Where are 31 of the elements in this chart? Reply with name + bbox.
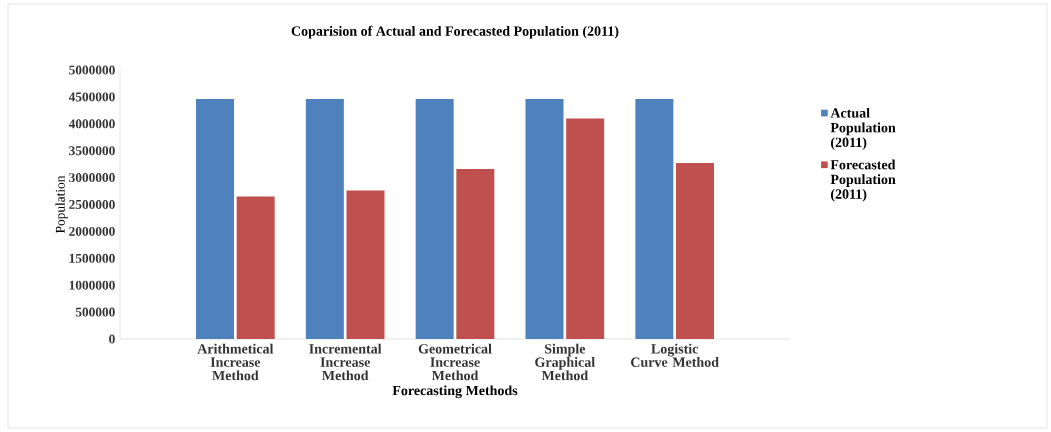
- bar: [676, 163, 715, 339]
- bar: [525, 99, 564, 339]
- bar: [566, 118, 605, 339]
- y-tick-label: 2500000: [69, 200, 115, 209]
- x-tick-label: Logistic Curve Method: [631, 343, 719, 367]
- x-tick-label: Geometrical Increase Method: [418, 343, 492, 381]
- y-tick-label: 3000000: [69, 173, 115, 183]
- x-tick-label: Incremental Increase Method: [309, 343, 382, 381]
- chart-title: Coparision of Actual and Forecasted Population (2011): [291, 25, 619, 39]
- bar: [236, 196, 275, 339]
- x-tick-label: Arithmetical Increase Method: [197, 343, 274, 381]
- x-axis-title: Forecasting Methods: [392, 385, 518, 399]
- y-tick-label: 2000000: [69, 226, 115, 236]
- y-tick-label: 0: [109, 334, 115, 344]
- y-tick-label: 1500000: [69, 253, 115, 263]
- bar: [635, 99, 674, 339]
- y-tick-label: 1000000: [69, 280, 115, 290]
- legend-label: Forecasted Population (2011): [830, 159, 896, 202]
- legend-label: Actual Population (2011): [830, 107, 896, 150]
- y-tick-label: 500000: [75, 307, 115, 317]
- bar: [196, 99, 235, 339]
- y-axis-title: Population: [55, 175, 68, 234]
- y-tick-label: 5000000: [69, 65, 115, 75]
- bar: [305, 99, 344, 339]
- x-tick-label: Simple Graphical Method: [535, 343, 595, 381]
- bar: [415, 99, 454, 339]
- bar: [346, 190, 385, 339]
- y-tick-label: 4000000: [68, 119, 115, 129]
- bar: [456, 168, 495, 339]
- y-tick-label: 4500000: [68, 92, 115, 102]
- y-tick-label: 3500000: [69, 146, 115, 156]
